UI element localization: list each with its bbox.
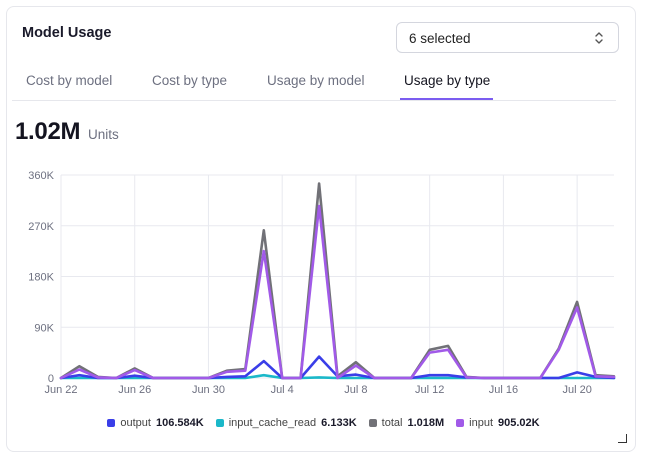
y-tick-label: 360K [28, 170, 54, 182]
tab-usage-by-model[interactable]: Usage by model [267, 73, 365, 88]
legend-item-input[interactable]: input 905.02K [456, 417, 540, 430]
legend-swatch [368, 419, 377, 428]
legend-item-total[interactable]: total 1.018M [368, 417, 445, 430]
legend-series-name: total [381, 417, 403, 430]
y-tick-label: 90K [34, 322, 54, 334]
tab-cost-by-model[interactable]: Cost by model [26, 73, 113, 88]
legend-swatch [215, 419, 224, 428]
chevron-up-down-icon [595, 32, 603, 44]
y-tick-label: 270K [28, 221, 54, 233]
total-usage-unit: Units [88, 127, 119, 142]
x-tick-label: Jul 8 [344, 384, 367, 396]
legend-series-total: 6.133K [321, 417, 357, 430]
model-multiselect[interactable]: 6 selected [396, 22, 619, 53]
legend-series-name: input [469, 417, 494, 430]
x-tick-label: Jul 16 [489, 384, 518, 396]
legend-swatch [456, 419, 465, 428]
legend-swatch [107, 419, 116, 428]
x-tick-label: Jun 22 [44, 384, 77, 396]
legend-series-total: 1.018M [407, 417, 445, 430]
legend-item-input-cache-read[interactable]: input_cache_read 6.133K [215, 417, 357, 430]
legend-series-name: input_cache_read [228, 417, 317, 430]
x-tick-label: Jul 4 [271, 384, 294, 396]
legend-series-total: 905.02K [498, 417, 540, 430]
x-tick-label: Jun 30 [192, 384, 225, 396]
multiselect-value: 6 selected [409, 31, 471, 46]
y-tick-label: 0 [48, 373, 54, 385]
total-usage-value: 1.02M [15, 118, 81, 145]
legend-series-total: 106.584K [155, 417, 204, 430]
x-tick-label: Jul 20 [562, 384, 591, 396]
x-tick-label: Jul 12 [415, 384, 444, 396]
series-line-total [59, 182, 616, 380]
legend-series-name: output [120, 417, 151, 430]
y-tick-label: 180K [28, 272, 54, 284]
tab-bar: Cost by model Cost by type Usage by mode… [12, 64, 616, 101]
active-tab-indicator [400, 98, 493, 100]
card-title: Model Usage [22, 25, 112, 41]
x-tick-label: Jun 26 [118, 384, 151, 396]
legend-item-output[interactable]: output 106.584K [107, 417, 204, 430]
tab-cost-by-type[interactable]: Cost by type [152, 73, 228, 88]
resize-handle-icon[interactable] [618, 434, 627, 443]
series-line-input [59, 204, 616, 380]
chart-legend: output 106.584K input_cache_read 6.133K tota… [0, 417, 647, 437]
tab-usage-by-type[interactable]: Usage by type [404, 73, 491, 88]
